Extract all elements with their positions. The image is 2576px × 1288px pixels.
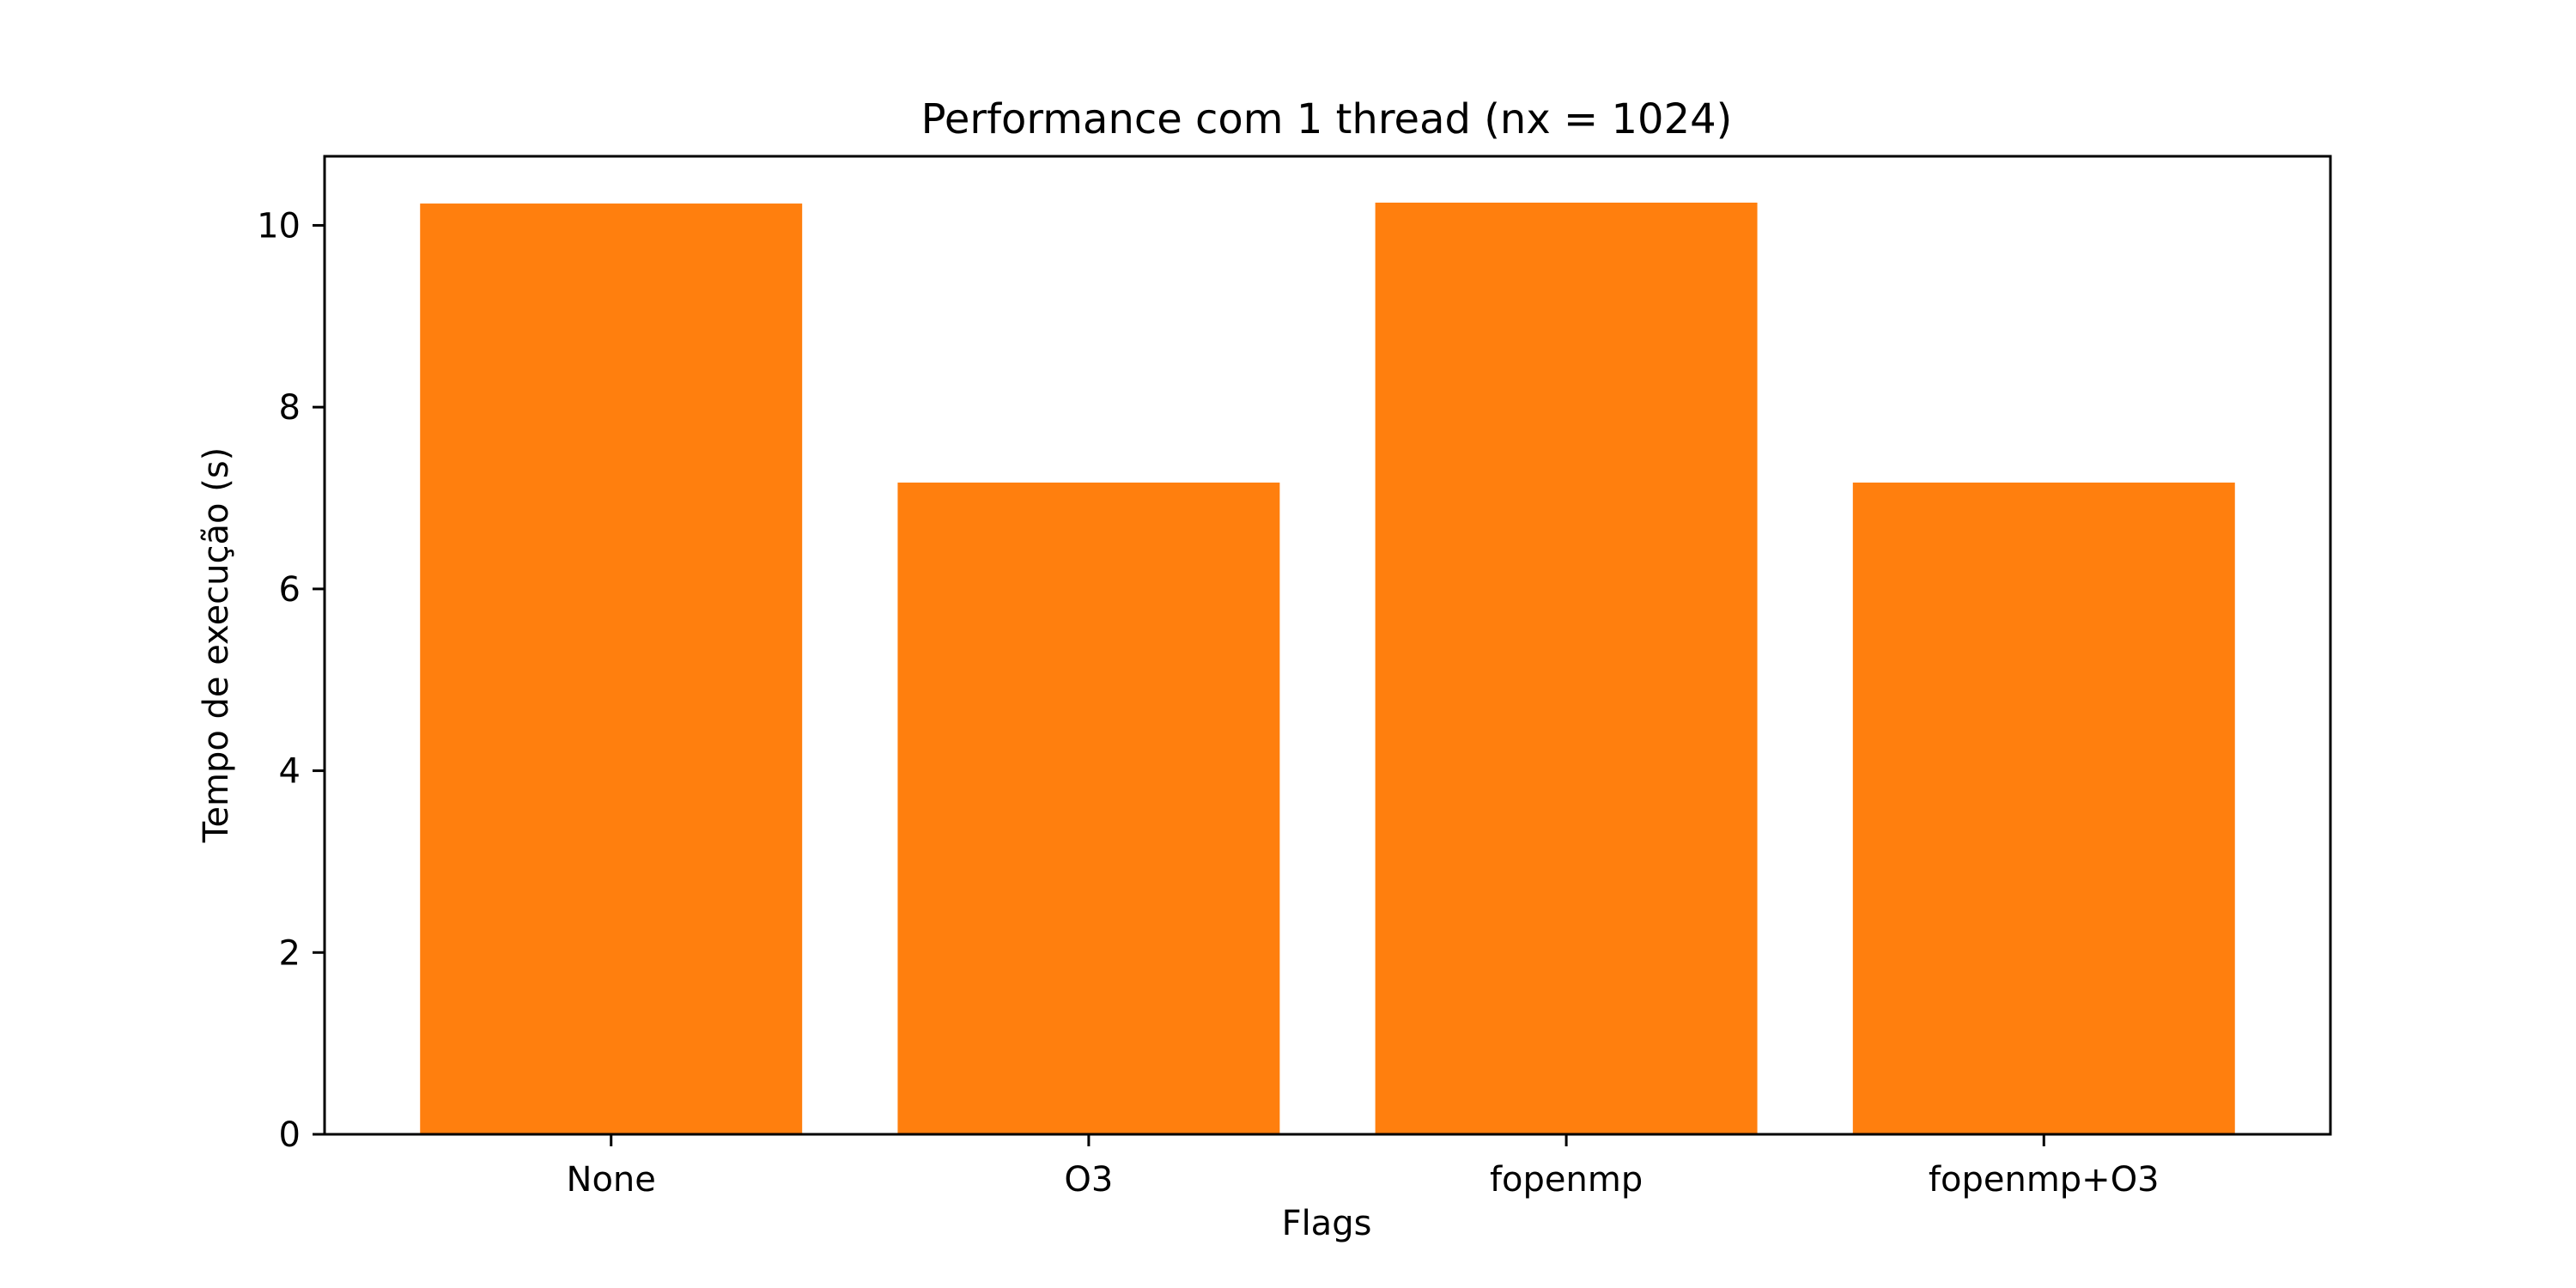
bar-fopenmp-o3 bbox=[1852, 483, 2235, 1134]
y-tick-label: 2 bbox=[279, 933, 301, 973]
y-tick-label: 8 bbox=[279, 388, 301, 428]
y-tick-label: 4 bbox=[279, 752, 301, 792]
x-axis-label: Flags bbox=[1282, 1204, 1372, 1243]
x-tick-label: None bbox=[567, 1160, 656, 1200]
y-axis-ticks: 0 2 4 6 8 10 bbox=[257, 206, 325, 1155]
x-tick-label: O3 bbox=[1064, 1160, 1113, 1200]
y-tick-label: 10 bbox=[257, 206, 301, 246]
x-tick-label: fopenmp bbox=[1490, 1160, 1643, 1200]
bar-o3 bbox=[897, 483, 1280, 1134]
plot-frame bbox=[323, 155, 2332, 1136]
y-axis-label: Tempo de execução (s) bbox=[197, 447, 236, 844]
y-tick-label: 6 bbox=[279, 570, 301, 610]
bars-group bbox=[420, 202, 2235, 1134]
x-tick-label: fopenmp+O3 bbox=[1929, 1160, 2160, 1200]
chart-title: Performance com 1 thread (nx = 1024) bbox=[921, 95, 1733, 143]
bar-fopenmp bbox=[1375, 202, 1758, 1134]
y-tick-label: 0 bbox=[279, 1115, 301, 1155]
x-axis-ticks: None O3 fopenmp fopenmp+O3 bbox=[567, 1134, 2160, 1200]
bar-none bbox=[420, 204, 803, 1134]
